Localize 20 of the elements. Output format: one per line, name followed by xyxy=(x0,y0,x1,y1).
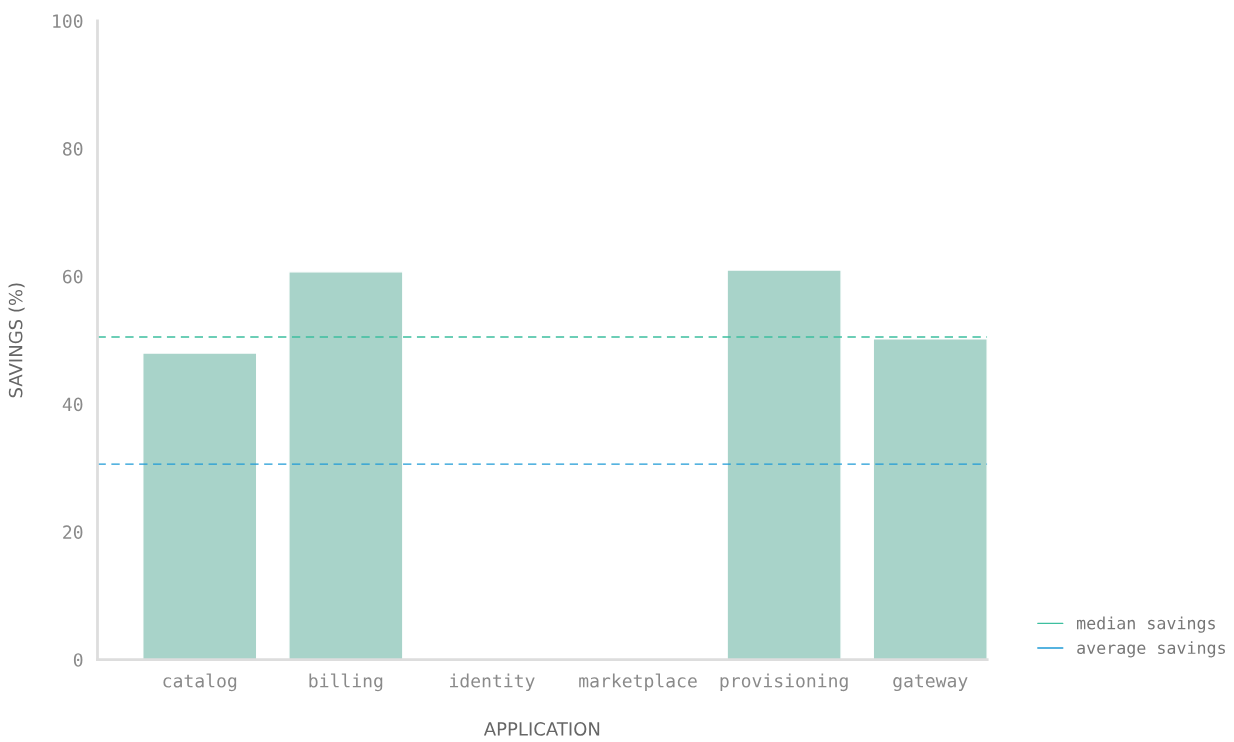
x-tick-label: billing xyxy=(309,673,383,692)
x-tick-label: gateway xyxy=(893,674,968,692)
y-axis-title: SAVINGS (%) xyxy=(8,283,25,398)
bar xyxy=(872,338,988,660)
x-tick-label: marketplace xyxy=(579,673,697,692)
bar xyxy=(726,269,842,660)
legend-label: average savings xyxy=(1077,641,1225,658)
y-tick-label: 80 xyxy=(63,142,83,156)
bar xyxy=(288,271,404,660)
bar xyxy=(142,352,258,660)
y-tick-label: 60 xyxy=(63,269,83,284)
y-tick-label: 100 xyxy=(53,14,83,28)
x-tick-label: provisioning xyxy=(720,673,848,692)
x-tick-label: catalog xyxy=(163,673,237,692)
y-tick-label: 0 xyxy=(73,653,83,667)
y-tick-label: 40 xyxy=(62,397,83,412)
x-tick-label: identity xyxy=(450,673,535,692)
y-tick-label: 20 xyxy=(63,525,83,540)
legend-label: median savings xyxy=(1077,616,1215,633)
x-axis-title: APPLICATION xyxy=(483,722,600,736)
